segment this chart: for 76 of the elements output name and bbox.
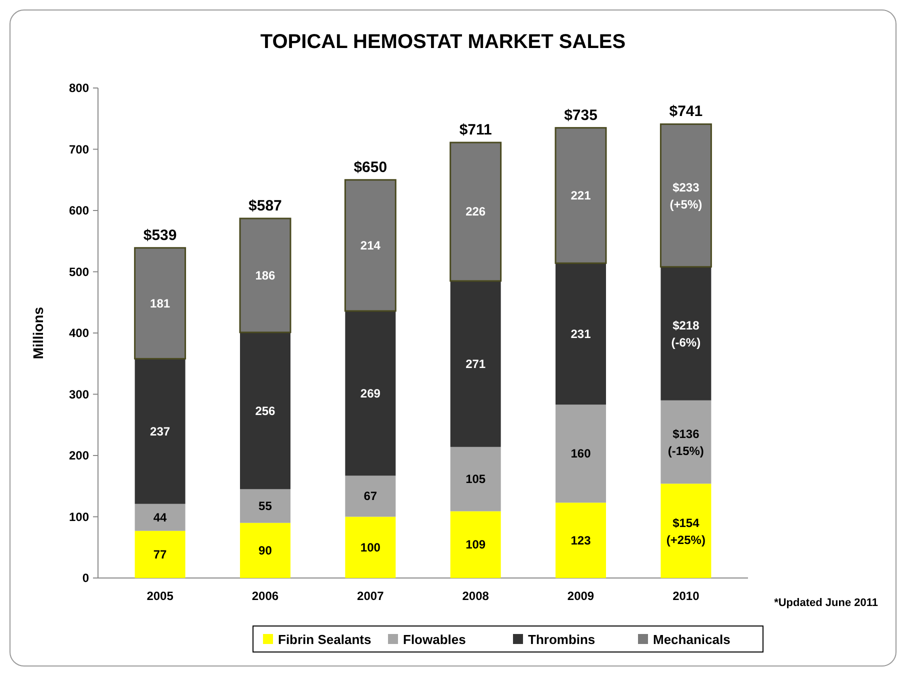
- data-label: 271: [466, 356, 486, 371]
- x-tick-label: 2008: [462, 589, 490, 603]
- data-label: 231: [570, 326, 592, 341]
- bar: [240, 332, 290, 490]
- y-axis-title: Millions: [30, 306, 46, 360]
- bar: [344, 179, 396, 312]
- legend-label: Thrombins: [528, 632, 596, 647]
- data-label: 186: [255, 268, 276, 282]
- y-tick-label: 700: [68, 142, 90, 156]
- x-tick-label: 2005: [146, 589, 174, 603]
- chart-title: TOPICAL HEMOSTAT MARKET SALES: [260, 31, 626, 53]
- total-label: $650: [354, 158, 388, 176]
- data-label: $233 (+5%): [670, 180, 702, 212]
- data-label: 100: [360, 540, 381, 554]
- data-label: 77: [153, 547, 168, 562]
- y-tick-label: 600: [68, 204, 90, 218]
- legend-label: Mechanicals: [653, 632, 730, 647]
- data-label: 160: [570, 446, 592, 461]
- bar: [134, 247, 186, 360]
- bar: [554, 127, 607, 264]
- bar: [450, 446, 501, 512]
- total-label: $741: [669, 103, 703, 120]
- data-label: 269: [360, 386, 381, 400]
- total-label: $587: [248, 197, 282, 214]
- data-label: $218 (-6%): [671, 318, 701, 350]
- data-label: 214: [360, 238, 381, 252]
- y-tick-label: 500: [68, 264, 90, 279]
- bar: [556, 263, 606, 405]
- data-label: 256: [255, 404, 276, 418]
- data-label: 123: [570, 533, 592, 548]
- bar: [240, 522, 290, 578]
- y-tick-label: 100: [68, 510, 90, 524]
- bar: [450, 142, 502, 282]
- legend-label: Flowables: [403, 632, 466, 647]
- total-label: $711: [459, 122, 492, 139]
- data-label: 226: [466, 204, 486, 219]
- data-label: $136 (-15%): [668, 427, 704, 458]
- bar: [660, 123, 712, 268]
- total-label: $735: [564, 106, 598, 124]
- bar: [660, 400, 712, 484]
- bar: [240, 489, 290, 523]
- bar: [556, 404, 606, 503]
- y-tick-label: 200: [68, 448, 90, 462]
- data-label: 105: [466, 472, 486, 486]
- data-label: 44: [153, 510, 168, 524]
- bar: [134, 530, 186, 578]
- bar: [556, 502, 606, 578]
- bar: [345, 310, 396, 476]
- y-tick-label: 800: [68, 81, 90, 95]
- x-tick-label: 2006: [252, 589, 279, 603]
- bar: [345, 516, 396, 578]
- total-label: $539: [143, 226, 177, 244]
- data-label: 237: [150, 424, 170, 438]
- text: *Updated June 2011: [774, 597, 878, 609]
- data-label: 109: [466, 538, 486, 552]
- data-label: 90: [258, 543, 272, 558]
- data-label: 55: [258, 499, 272, 514]
- bar: [660, 266, 712, 400]
- x-tick-label: 2007: [357, 589, 384, 603]
- data-label: 67: [364, 489, 378, 504]
- data-label: $154 (+25%): [666, 516, 706, 547]
- bar: [660, 484, 712, 578]
- bar: [134, 358, 186, 504]
- bar: [239, 218, 292, 334]
- x-tick-label: 2009: [567, 589, 594, 603]
- y-tick-label: 0: [82, 571, 90, 585]
- bar: [450, 511, 501, 578]
- bar: [345, 476, 396, 517]
- data-label: 181: [150, 296, 170, 310]
- legend-label: Fibrin Sealants: [278, 632, 372, 647]
- y-tick-label: 400: [68, 326, 90, 340]
- bar: [134, 504, 186, 531]
- x-tick-label: 2010: [672, 589, 700, 603]
- bar: [450, 280, 501, 447]
- y-tick-label: 300: [68, 387, 90, 402]
- data-label: 221: [570, 188, 592, 202]
